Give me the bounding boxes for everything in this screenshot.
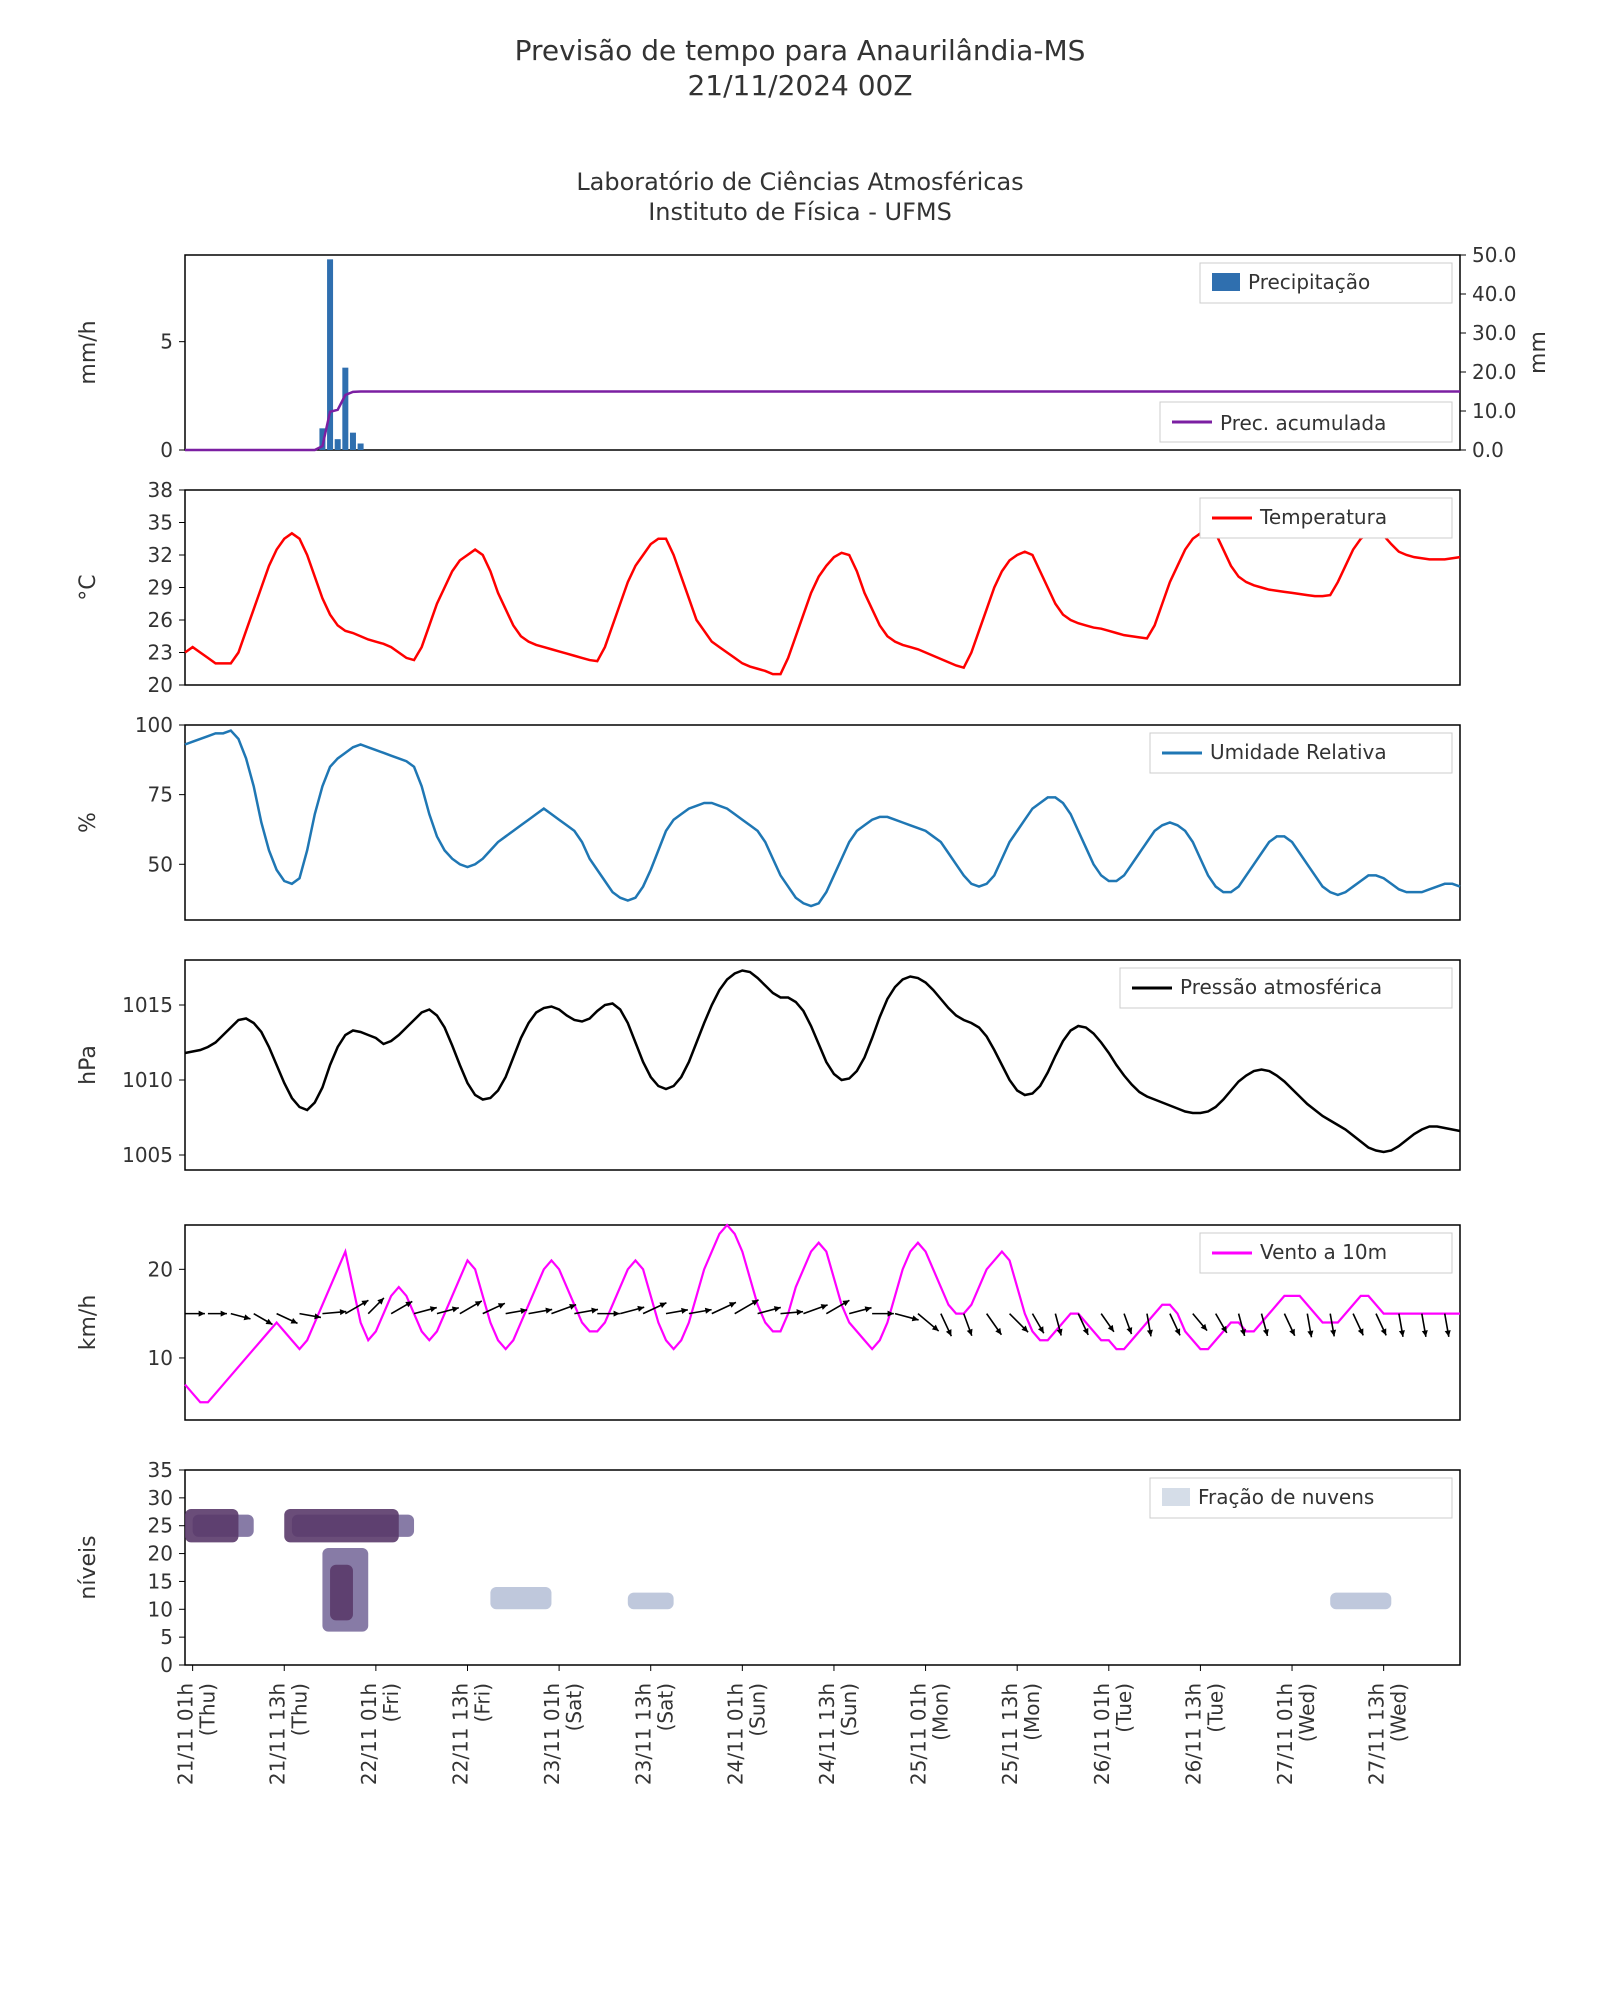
svg-text:38: 38 [148, 478, 173, 502]
svg-text:22/11 01h(Fri): 22/11 01h(Fri) [357, 1683, 403, 1785]
svg-text:níveis: níveis [76, 1535, 101, 1599]
svg-text:50: 50 [148, 852, 173, 876]
svg-text:25/11 01h(Mon): 25/11 01h(Mon) [907, 1683, 953, 1785]
svg-text:Umidade Relativa: Umidade Relativa [1210, 740, 1387, 764]
svg-text:Temperatura: Temperatura [1259, 505, 1387, 529]
svg-text:Pressão atmosférica: Pressão atmosférica [1180, 975, 1382, 999]
svg-text:0.0: 0.0 [1472, 438, 1504, 462]
svg-text:23: 23 [148, 641, 173, 665]
svg-text:35: 35 [148, 511, 173, 535]
svg-text:26: 26 [148, 608, 173, 632]
svg-text:0: 0 [160, 1653, 173, 1677]
svg-text:32: 32 [148, 543, 173, 567]
svg-text:75: 75 [148, 783, 173, 807]
svg-text:mm/h: mm/h [76, 320, 101, 384]
svg-text:40.0: 40.0 [1472, 282, 1517, 306]
svg-text:30.0: 30.0 [1472, 321, 1517, 345]
svg-text:24/11 01h(Sun): 24/11 01h(Sun) [723, 1683, 769, 1785]
svg-text:Precipitação: Precipitação [1248, 270, 1370, 294]
svg-text:Vento a 10m: Vento a 10m [1260, 1240, 1387, 1264]
svg-text:27/11 01h(Wed): 27/11 01h(Wed) [1273, 1683, 1319, 1785]
svg-text:km/h: km/h [76, 1295, 101, 1351]
svg-text:0: 0 [160, 438, 173, 462]
svg-text:1015: 1015 [122, 993, 173, 1017]
svg-text:23/11 13h(Sat): 23/11 13h(Sat) [632, 1683, 678, 1785]
svg-text:100: 100 [135, 713, 173, 737]
svg-text:35: 35 [148, 1458, 173, 1482]
svg-text:°C: °C [76, 574, 101, 600]
svg-text:mm: mm [1526, 331, 1551, 374]
svg-text:27/11 13h(Wed): 27/11 13h(Wed) [1365, 1683, 1411, 1785]
svg-text:1005: 1005 [122, 1143, 173, 1167]
svg-text:20: 20 [148, 673, 173, 697]
panel-wind: 10 20 km/h Vento a 10m [76, 1225, 1460, 1420]
svg-text:23/11 01h(Sat): 23/11 01h(Sat) [540, 1683, 586, 1785]
svg-text:21/11 01h(Thu): 21/11 01h(Thu) [174, 1683, 220, 1785]
svg-text:10: 10 [148, 1346, 173, 1370]
figure-svg: Previsão de tempo para Anaurilândia-MS21… [0, 0, 1600, 2000]
svg-text:22/11 13h(Fri): 22/11 13h(Fri) [448, 1683, 494, 1785]
svg-text:10: 10 [148, 1597, 173, 1621]
svg-text:5: 5 [160, 1625, 173, 1649]
panel-precip: 050.010.020.030.040.050.0mm/hmmPrecipita… [76, 243, 1551, 462]
panel-temp: 20 23 26 29 32 35 38 °C Temperatura [76, 478, 1460, 697]
panel-humidity: 50 75 100% Umidade Relativa [76, 713, 1460, 920]
svg-text:5: 5 [160, 330, 173, 354]
svg-text:Instituto de Física - UFMS: Instituto de Física - UFMS [648, 198, 952, 226]
svg-text:50.0: 50.0 [1472, 243, 1517, 267]
figure-container: Previsão de tempo para Anaurilândia-MS21… [0, 0, 1600, 2000]
svg-text:21/11/2024 00Z: 21/11/2024 00Z [687, 69, 912, 102]
svg-text:%: % [76, 812, 101, 833]
svg-text:25/11 13h(Mon): 25/11 13h(Mon) [998, 1683, 1044, 1785]
svg-text:20.0: 20.0 [1472, 360, 1517, 384]
svg-text:Laboratório de Ciências Atmosf: Laboratório de Ciências Atmosféricas [576, 168, 1023, 196]
svg-text:26/11 13h(Tue): 26/11 13h(Tue) [1181, 1683, 1227, 1785]
svg-text:20: 20 [148, 1257, 173, 1281]
panel-clouds: 0 5 10 15 20 25 30 35 níveis Fração de nuvens 21/1… [76, 1458, 1460, 1785]
svg-text:24/11 13h(Sun): 24/11 13h(Sun) [815, 1683, 861, 1785]
svg-text:Prec. acumulada: Prec. acumulada [1220, 411, 1386, 435]
svg-text:hPa: hPa [76, 1045, 101, 1085]
svg-text:20: 20 [148, 1542, 173, 1566]
svg-text:29: 29 [148, 576, 173, 600]
svg-text:21/11 13h(Thu): 21/11 13h(Thu) [265, 1683, 311, 1785]
svg-text:Fração de nuvens: Fração de nuvens [1198, 1485, 1374, 1509]
panel-pressure: 1005 1010 1015 hPa Pressão atmosférica [76, 960, 1460, 1170]
svg-text:26/11 01h(Tue): 26/11 01h(Tue) [1090, 1683, 1136, 1785]
svg-text:25: 25 [148, 1514, 173, 1538]
svg-text:15: 15 [148, 1569, 173, 1593]
svg-text:Previsão de tempo para Anauril: Previsão de tempo para Anaurilândia-MS [515, 34, 1086, 67]
svg-text:30: 30 [148, 1486, 173, 1510]
svg-text:10.0: 10.0 [1472, 399, 1517, 423]
svg-text:1010: 1010 [122, 1068, 173, 1092]
